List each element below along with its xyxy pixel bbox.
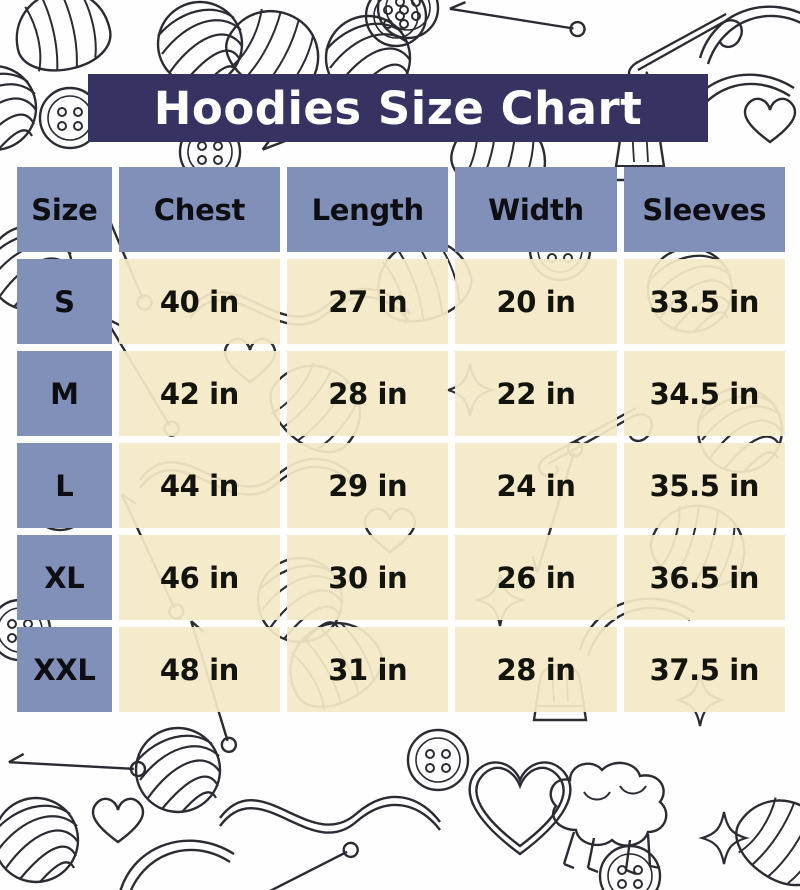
- cell-sleeves: 36.5 in: [623, 535, 785, 620]
- table-row: L 44 in 29 in 24 in 35.5 in: [17, 443, 785, 528]
- table-row: S 40 in 27 in 20 in 33.5 in: [17, 259, 785, 344]
- cell-length: 29 in: [287, 443, 449, 528]
- cell-size: S: [17, 259, 112, 344]
- cell-chest: 44 in: [118, 443, 281, 528]
- cell-length: 27 in: [287, 259, 449, 344]
- cell-chest: 48 in: [118, 627, 281, 712]
- cell-size: XL: [17, 535, 112, 620]
- cell-width: 26 in: [455, 535, 617, 620]
- page-title: Hoodies Size Chart: [153, 81, 643, 135]
- header-row: Size Chest Length Width Sleeves: [17, 167, 785, 252]
- cell-sleeves: 34.5 in: [623, 351, 785, 436]
- column-header-sleeves: Sleeves: [623, 167, 785, 252]
- cell-chest: 42 in: [118, 351, 281, 436]
- cell-size: XXL: [17, 627, 112, 712]
- cell-size: L: [17, 443, 112, 528]
- column-header-width: Width: [455, 167, 617, 252]
- table-row: XXL 48 in 31 in 28 in 37.5 in: [17, 627, 785, 712]
- cell-sleeves: 33.5 in: [623, 259, 785, 344]
- cell-sleeves: 37.5 in: [623, 627, 785, 712]
- chart-title-banner: Hoodies Size Chart: [88, 74, 708, 142]
- cell-length: 30 in: [287, 535, 449, 620]
- size-chart-table: Size Chest Length Width Sleeves S 40 in …: [10, 160, 792, 719]
- cell-chest: 46 in: [118, 535, 281, 620]
- cell-width: 24 in: [455, 443, 617, 528]
- column-header-length: Length: [287, 167, 449, 252]
- table-header: Size Chest Length Width Sleeves: [17, 167, 785, 252]
- cell-length: 28 in: [287, 351, 449, 436]
- cell-size: M: [17, 351, 112, 436]
- cell-sleeves: 35.5 in: [623, 443, 785, 528]
- cell-width: 28 in: [455, 627, 617, 712]
- column-header-chest: Chest: [118, 167, 281, 252]
- cell-width: 20 in: [455, 259, 617, 344]
- table-body: S 40 in 27 in 20 in 33.5 in M 42 in 28 i…: [17, 259, 785, 712]
- column-header-size: Size: [17, 167, 112, 252]
- cell-width: 22 in: [455, 351, 617, 436]
- table-row: XL 46 in 30 in 26 in 36.5 in: [17, 535, 785, 620]
- cell-length: 31 in: [287, 627, 449, 712]
- cell-chest: 40 in: [118, 259, 281, 344]
- table-row: M 42 in 28 in 22 in 34.5 in: [17, 351, 785, 436]
